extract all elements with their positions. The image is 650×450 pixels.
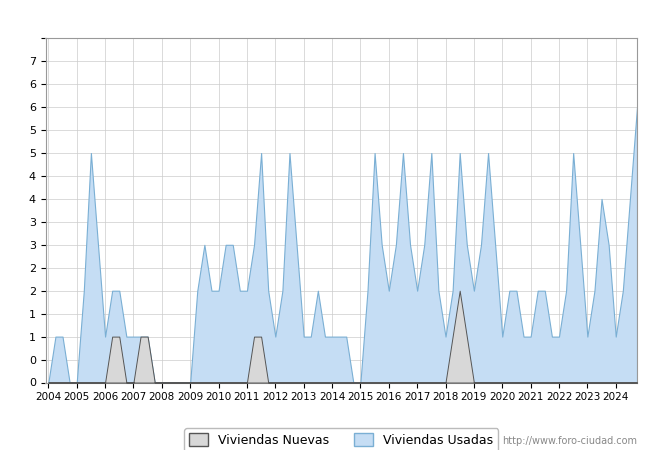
Legend: Viviendas Nuevas, Viviendas Usadas: Viviendas Nuevas, Viviendas Usadas	[185, 428, 498, 450]
Text: http://www.foro-ciudad.com: http://www.foro-ciudad.com	[502, 436, 637, 446]
Text: Esgos - Evolucion del Nº de Transacciones Inmobiliarias: Esgos - Evolucion del Nº de Transaccione…	[87, 9, 563, 24]
